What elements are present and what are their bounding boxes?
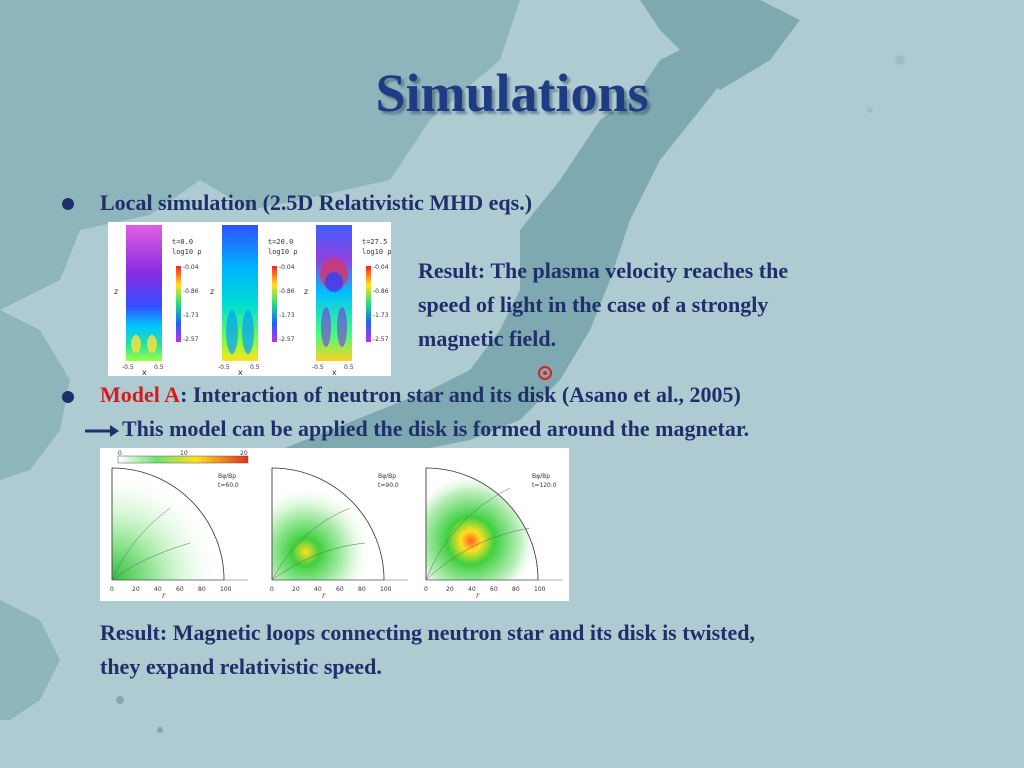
target-marker-icon (538, 366, 552, 380)
r-tick-label: 60 (176, 586, 184, 593)
colorbar-tick-label: -2.57 (279, 336, 295, 343)
r-axis-label: r (322, 590, 326, 600)
bullet-local-simulation: Local simulation (2.5D Relativistic MHD … (100, 190, 533, 215)
colorbar-tick-label: 10 (180, 450, 188, 457)
colorbar-tick-label: -1.73 (373, 312, 389, 319)
colorbar-tick-label: -0.86 (183, 288, 199, 295)
r-tick-label: 40 (468, 586, 476, 593)
figure-model-a: 0 10 20 Bφ/Bp t=60.0 0 20 40 60 80 100 r Bφ/Bp t=90.0… (100, 448, 569, 601)
x-tick-label: 0.5 (154, 364, 164, 371)
panel-quantity-label: Bφ/Bp (532, 473, 550, 480)
colorbar-tick-label: -1.73 (279, 312, 295, 319)
panel-quantity-label: log10 ρ (172, 248, 202, 256)
x-tick-label: 0.5 (344, 364, 354, 371)
result-2-text: Result: Magnetic loops connecting neutro… (100, 616, 755, 684)
colorbar-tick-label: -0.04 (279, 264, 295, 271)
result-1-line-3: magnetic field. (418, 326, 557, 351)
z-axis-label: z (114, 287, 118, 296)
slide-title: Simulations (375, 63, 649, 123)
colorbar-tick-label: -2.57 (373, 336, 389, 343)
panel-time-label: t=60.0 (218, 482, 239, 489)
x-axis-label: x (332, 368, 337, 376)
bullet-model-a: Model A: Interaction of neutron star and… (100, 382, 741, 408)
colorbar-tick-label: -0.04 (183, 264, 199, 271)
x-tick-label: 0.5 (250, 364, 260, 371)
panel-time-label: t=20.0 (268, 238, 293, 246)
result-1-line-1: Result: The plasma velocity reaches the (418, 258, 789, 283)
x-tick-label: -0.5 (122, 364, 134, 371)
bullet-dot (62, 391, 74, 403)
panel-time-label: t=120.0 (532, 482, 557, 489)
r-tick-label: 20 (446, 586, 454, 593)
density-map-panel-3 (316, 225, 352, 361)
r-tick-label: 60 (490, 586, 498, 593)
r-tick-label: 80 (512, 586, 520, 593)
result-2-line-2: they expand relativistic speed. (100, 654, 382, 679)
panel-time-label: t=0.0 (172, 238, 193, 246)
r-tick-label: 40 (154, 586, 162, 593)
density-map-panel-1 (126, 225, 162, 361)
magnetar-application-text: This model can be applied the disk is fo… (122, 416, 750, 441)
r-tick-label: 100 (380, 586, 392, 593)
right-arrow-icon (85, 425, 119, 437)
panel-quantity-label: Bφ/Bp (218, 473, 236, 480)
result-1-line-2: speed of light in the case of a strongly (418, 292, 769, 317)
colorbar-tick-label: 0 (118, 450, 122, 457)
colorbar-tick-label: -2.57 (183, 336, 199, 343)
result-2-line-1: Result: Magnetic loops connecting neutro… (100, 620, 755, 645)
x-tick-label: -0.5 (312, 364, 324, 371)
x-axis-label: x (142, 368, 147, 376)
r-tick-label: 80 (198, 586, 206, 593)
r-tick-label: 80 (358, 586, 366, 593)
r-tick-label: 100 (220, 586, 232, 593)
panel-time-label: t=90.0 (378, 482, 399, 489)
r-tick-label: 60 (336, 586, 344, 593)
colorbar-tick-label: -0.86 (279, 288, 295, 295)
colorbar-tick-label: 20 (240, 450, 248, 457)
r-tick-label: 0 (110, 586, 114, 593)
r-tick-label: 100 (534, 586, 546, 593)
r-tick-label: 0 (424, 586, 428, 593)
z-axis-label: z (304, 287, 308, 296)
r-tick-label: 20 (132, 586, 140, 593)
figure-local-simulation: t=0.0 log10 ρ -0.04 -0.86 -1.73 -2.57 -0.5 0.5 x… (108, 222, 391, 376)
bullet-dot (62, 198, 74, 210)
model-a-highlight: Model A (100, 382, 181, 407)
colorbar-tick-label: -1.73 (183, 312, 199, 319)
model-a-description: : Interaction of neutron star and its di… (180, 382, 741, 407)
x-axis-label: x (238, 368, 243, 376)
panel-quantity-label: log10 ρ (268, 248, 298, 256)
result-1-text: Result: The plasma velocity reaches the … (418, 254, 788, 356)
colorbar-tick-label: -0.04 (373, 264, 389, 271)
colorbar-tick-label: -0.86 (373, 288, 389, 295)
panel-quantity-label: log10 ρ (362, 248, 391, 256)
r-tick-label: 20 (292, 586, 300, 593)
x-tick-label: -0.5 (218, 364, 230, 371)
r-tick-label: 40 (314, 586, 322, 593)
r-axis-label: r (162, 590, 166, 600)
r-tick-label: 0 (270, 586, 274, 593)
panel-time-label: t=27.5 (362, 238, 387, 246)
r-axis-label: r (476, 590, 480, 600)
panel-quantity-label: Bφ/Bp (378, 473, 396, 480)
z-axis-label: z (210, 287, 214, 296)
